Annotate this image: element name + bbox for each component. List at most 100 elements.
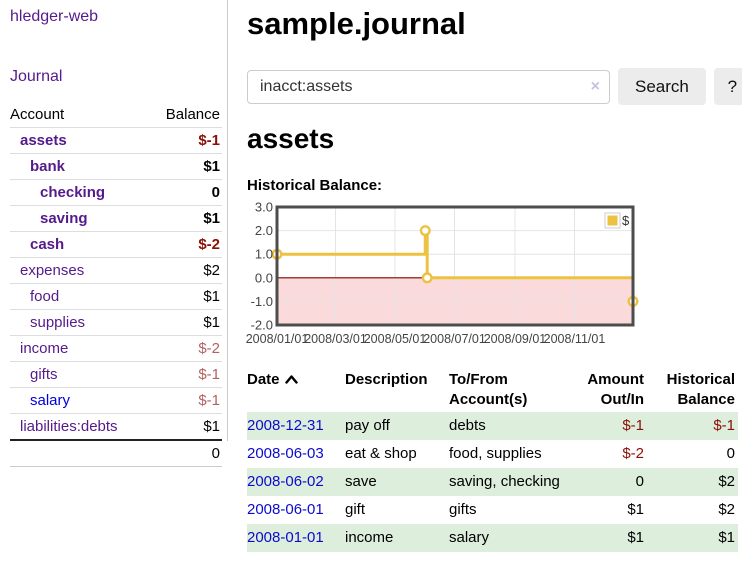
account-heading: assets [247, 123, 335, 154]
chart-container: 3.0 2.0 1.0 0.0 -1.0 -2.0 2008/01/01 2008/03/01… [246, 200, 647, 353]
register-header-date[interactable]: Date [247, 368, 345, 412]
register-header-date-label: Date [247, 371, 280, 388]
account-link[interactable]: saving [40, 210, 88, 227]
account-link[interactable]: expenses [20, 262, 85, 279]
register-date-cell: 2008-06-03 [247, 440, 345, 468]
account-row: checking 0 [10, 179, 222, 206]
sidebar-divider [227, 0, 228, 441]
register-header-amount: Amount Out/In [587, 371, 644, 408]
account-balance: $-2 [198, 340, 220, 357]
transaction-date-link[interactable]: 2008-01-01 [247, 529, 324, 546]
register-accounts-cell: salary [449, 524, 561, 552]
balance-chart: 3.0 2.0 1.0 0.0 -1.0 -2.02008/01/012008/03/01… [246, 200, 639, 346]
account-cell: cash [10, 232, 149, 258]
register-header-row: Date Description To/From Account(s) Amou… [247, 368, 738, 412]
account-row: bank $1 [10, 153, 222, 180]
account-link[interactable]: assets [20, 132, 67, 149]
register-amount-cell: 0 [561, 468, 647, 496]
account-link[interactable]: salary [30, 392, 71, 409]
transaction-date-link[interactable]: 2008-12-31 [247, 417, 324, 434]
account-link[interactable]: supplies [30, 314, 86, 331]
account-row: assets $-1 [10, 127, 222, 154]
search-input[interactable] [247, 69, 610, 104]
x-axis-tick-label: 2008/05/01 [364, 332, 427, 346]
account-link[interactable]: cash [30, 236, 65, 253]
account-link[interactable]: income [20, 340, 69, 357]
accounts-header-row: Account Balance [10, 102, 222, 128]
register-header-description: Description [345, 371, 428, 388]
register-accounts-cell: saving, checking [449, 468, 561, 496]
transaction-date-link[interactable]: 2008-06-01 [247, 501, 324, 518]
accounts-total-spacer [10, 440, 149, 467]
account-link[interactable]: bank [30, 158, 66, 175]
search-form: × Search ? [247, 68, 742, 105]
search-button[interactable]: Search [618, 68, 706, 105]
account-cell: gifts [10, 362, 149, 388]
register-description-cell: income [345, 524, 449, 552]
account-row: expenses $2 [10, 257, 222, 284]
account-cell: income [10, 336, 149, 362]
account-cell: expenses [10, 258, 149, 284]
account-balance: $1 [203, 288, 220, 305]
register-description-cell: pay off [345, 412, 449, 440]
account-row: food $1 [10, 283, 222, 310]
chart-border [275, 205, 635, 327]
account-link[interactable]: food [30, 288, 60, 305]
transaction-date-link[interactable]: 2008-06-03 [247, 445, 324, 462]
y-axis-tick-label: -1.0 [251, 294, 273, 309]
register-date-cell: 2008-12-31 [247, 412, 345, 440]
x-axis-tick-label: 2008/03/01 [304, 332, 367, 346]
register-accounts-cell: food, supplies [449, 445, 542, 462]
account-link[interactable]: liabilities:debts [20, 418, 118, 435]
data-point-marker [419, 225, 431, 237]
register-date-cell: 2008-06-01 [247, 496, 345, 524]
register-amount-cell: $1 [627, 501, 644, 518]
register-accounts-cell: gifts [449, 501, 477, 518]
register-balance-cell: $2 [647, 468, 738, 496]
legend-label: $ [622, 213, 630, 228]
register-header-balance: Historical Balance [666, 371, 735, 408]
y-axis-tick-label: 0.0 [255, 270, 273, 285]
account-cell: assets [10, 128, 149, 154]
account-balance: $1 [203, 418, 220, 435]
register-accounts-cell: debts [449, 412, 561, 440]
x-axis-tick-label: 2008/11/01 [544, 332, 606, 346]
register-amount-cell: $-2 [622, 445, 644, 462]
x-axis-tick-label: 2008/01/01 [246, 332, 309, 346]
register-row: 2008-12-31 pay off debts $-1 $-1 [247, 412, 738, 440]
account-link[interactable]: gifts [30, 366, 58, 383]
main-content: sample.journal × Search ? assets Histori… [228, 0, 742, 552]
help-button[interactable]: ? [713, 68, 742, 105]
brand-link[interactable]: hledger-web [10, 8, 99, 25]
register-description-cell: eat & shop [345, 445, 417, 462]
register-row: 2008-06-02 save saving, checking 0 $2 [247, 468, 738, 496]
search-input-wrap: × [247, 69, 610, 104]
register-amount-cell: $-1 [561, 412, 647, 440]
clear-search-icon[interactable]: × [590, 77, 600, 95]
app: hledger-web Journal Account Balance asse… [10, 0, 742, 552]
chart-heading: Historical Balance: [247, 177, 383, 194]
register-row: 2008-06-03 eat & shop food, supplies $-2 0 [247, 440, 738, 468]
register-date-cell: 2008-01-01 [247, 524, 345, 552]
sidebar-item-journal[interactable]: Journal [10, 68, 63, 85]
register-balance-cell: $1 [647, 524, 738, 552]
register-row: 2008-01-01 income salary $1 $1 [247, 524, 738, 552]
account-balance: $-1 [198, 366, 220, 383]
y-axis-tick-label: -2.0 [251, 318, 273, 333]
register-balance-cell: 0 [726, 445, 735, 462]
register-description-cell: save [345, 468, 449, 496]
accounts-total-row: 0 [10, 440, 222, 467]
transaction-date-link[interactable]: 2008-06-02 [247, 473, 324, 490]
register-balance-cell: $-1 [647, 412, 738, 440]
account-cell: checking [10, 180, 149, 206]
register-table-body: 2008-12-31 pay off debts $-1 $-1 2008-06-03 ea… [247, 412, 738, 552]
sort-asc-icon [284, 375, 298, 384]
data-point-marker [421, 272, 433, 284]
x-axis-tick-label: 2008/07/01 [423, 332, 486, 346]
account-balance: $-1 [198, 392, 220, 409]
account-link[interactable]: checking [40, 184, 106, 201]
account-cell: food [10, 284, 149, 310]
accounts-header-account: Account [10, 106, 65, 123]
register-description-cell: gift [345, 501, 366, 518]
account-row: liabilities:debts $1 [10, 413, 222, 441]
